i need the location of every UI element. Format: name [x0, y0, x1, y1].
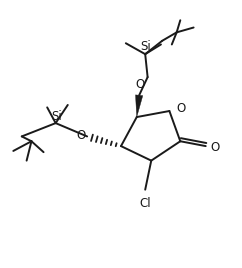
Text: Si: Si [140, 40, 151, 53]
Text: Cl: Cl [139, 197, 151, 210]
Text: O: O [176, 102, 185, 115]
Polygon shape [136, 95, 143, 117]
Text: Si: Si [52, 110, 62, 123]
Text: O: O [210, 141, 219, 154]
Text: O: O [136, 78, 145, 91]
Text: O: O [77, 129, 86, 142]
